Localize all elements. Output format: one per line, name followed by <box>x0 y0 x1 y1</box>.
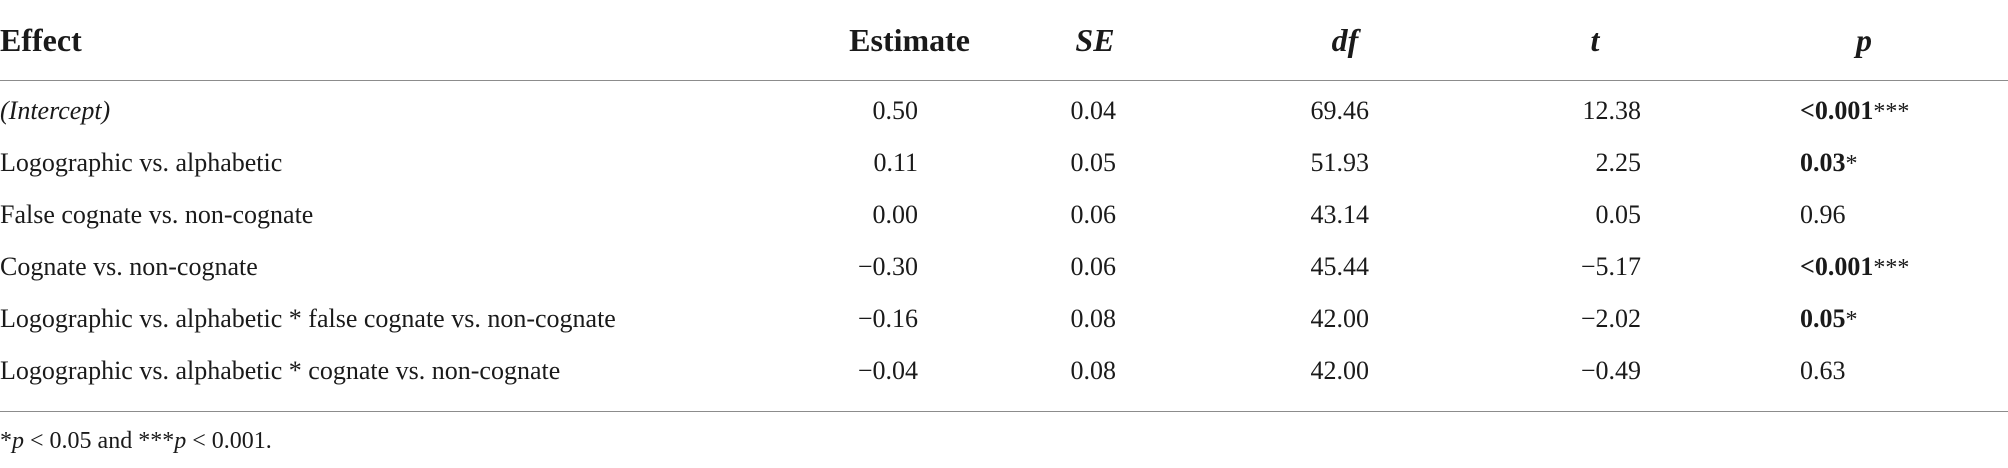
cell-p: 0.03* <box>1720 137 2008 189</box>
cell-p: 0.63 <box>1720 345 2008 405</box>
table-body: (Intercept) 0.50 0.04 69.46 12.38 <0.001… <box>0 81 2008 406</box>
cell-estimate: 0.50 <box>872 96 919 125</box>
table-row: Cognate vs. non-cognate −0.30 0.06 45.44… <box>0 241 2008 293</box>
table-row: (Intercept) 0.50 0.04 69.46 12.38 <0.001… <box>0 81 2008 138</box>
cell-p: <0.001*** <box>1720 241 2008 293</box>
cell-t: 2.25 <box>1595 148 1642 177</box>
cell-se: 0.08 <box>1070 356 1117 385</box>
cell-effect: (Intercept) <box>0 96 111 125</box>
cell-se: 0.04 <box>1070 96 1117 125</box>
p-prefix: < <box>1800 252 1815 281</box>
p-prefix: < <box>1800 96 1815 125</box>
cell-t: 0.05 <box>1595 200 1642 229</box>
cell-effect: Cognate vs. non-cognate <box>0 252 258 281</box>
p-value: 0.96 <box>1800 200 1846 229</box>
cell-df: 42.00 <box>1310 356 1370 385</box>
cell-effect: False cognate vs. non-cognate <box>0 200 314 229</box>
footnote-p-symbol: p <box>174 428 187 454</box>
cell-df: 43.14 <box>1310 200 1370 229</box>
cell-estimate: −0.16 <box>857 304 918 333</box>
significance-stars: *** <box>1873 255 1910 281</box>
cell-se: 0.08 <box>1070 304 1117 333</box>
cell-df: 42.00 <box>1310 304 1370 333</box>
table-row: False cognate vs. non-cognate 0.00 0.06 … <box>0 189 2008 241</box>
cell-estimate: −0.30 <box>857 252 918 281</box>
cell-effect: Logographic vs. alphabetic <box>0 148 283 177</box>
significance-stars: * <box>1845 151 1858 177</box>
cell-t: −2.02 <box>1580 304 1641 333</box>
header-df: df <box>1220 0 1470 81</box>
table-header: Effect Estimate SE df t p <box>0 0 2008 81</box>
cell-df: 69.46 <box>1310 96 1370 125</box>
cell-p: 0.96 <box>1720 189 2008 241</box>
footnote-text-1: < 0.05 and <box>24 428 139 454</box>
cell-estimate: 0.11 <box>873 148 918 177</box>
cell-effect: Logographic vs. alphabetic * cognate vs.… <box>0 356 561 385</box>
footnote-text-2: < 0.001. <box>186 428 272 454</box>
p-value: 0.63 <box>1800 356 1846 385</box>
header-effect: Effect <box>0 0 780 81</box>
header-p: p <box>1720 0 2008 81</box>
cell-effect: Logographic vs. alphabetic * false cogna… <box>0 304 616 333</box>
p-value: 0.05 <box>1800 304 1846 333</box>
cell-se: 0.06 <box>1070 252 1117 281</box>
cell-se: 0.05 <box>1070 148 1117 177</box>
header-t: t <box>1470 0 1720 81</box>
significance-stars: * <box>1845 307 1858 333</box>
cell-df: 51.93 <box>1310 148 1370 177</box>
cell-p: <0.001*** <box>1720 81 2008 138</box>
footnote-star-single: * <box>0 428 12 454</box>
cell-t: −0.49 <box>1580 356 1641 385</box>
header-estimate: Estimate <box>780 0 970 81</box>
cell-se: 0.06 <box>1070 200 1117 229</box>
footnote-star-triple: *** <box>138 428 175 454</box>
cell-estimate: −0.04 <box>857 356 918 385</box>
cell-estimate: 0.00 <box>872 200 919 229</box>
cell-p: 0.05* <box>1720 293 2008 345</box>
significance-stars: *** <box>1873 99 1910 125</box>
table-footnote: *p < 0.05 and ***p < 0.001. <box>0 428 272 455</box>
p-value: 0.001 <box>1814 96 1874 125</box>
header-se: SE <box>970 0 1220 81</box>
cell-t: −5.17 <box>1580 252 1641 281</box>
cell-t: 12.38 <box>1582 96 1642 125</box>
results-table: Effect Estimate SE df t p (Intercept) 0.… <box>0 0 2008 406</box>
table-row: Logographic vs. alphabetic * cognate vs.… <box>0 345 2008 405</box>
table-row: Logographic vs. alphabetic 0.11 0.05 51.… <box>0 137 2008 189</box>
p-value: 0.001 <box>1814 252 1874 281</box>
footnote-p-symbol: p <box>12 428 24 454</box>
cell-df: 45.44 <box>1310 252 1370 281</box>
p-value: 0.03 <box>1800 148 1846 177</box>
table-row: Logographic vs. alphabetic * false cogna… <box>0 293 2008 345</box>
results-table-wrapper: Effect Estimate SE df t p (Intercept) 0.… <box>0 0 2008 406</box>
header-row: Effect Estimate SE df t p <box>0 0 2008 81</box>
table-bottom-rule <box>0 411 2008 412</box>
